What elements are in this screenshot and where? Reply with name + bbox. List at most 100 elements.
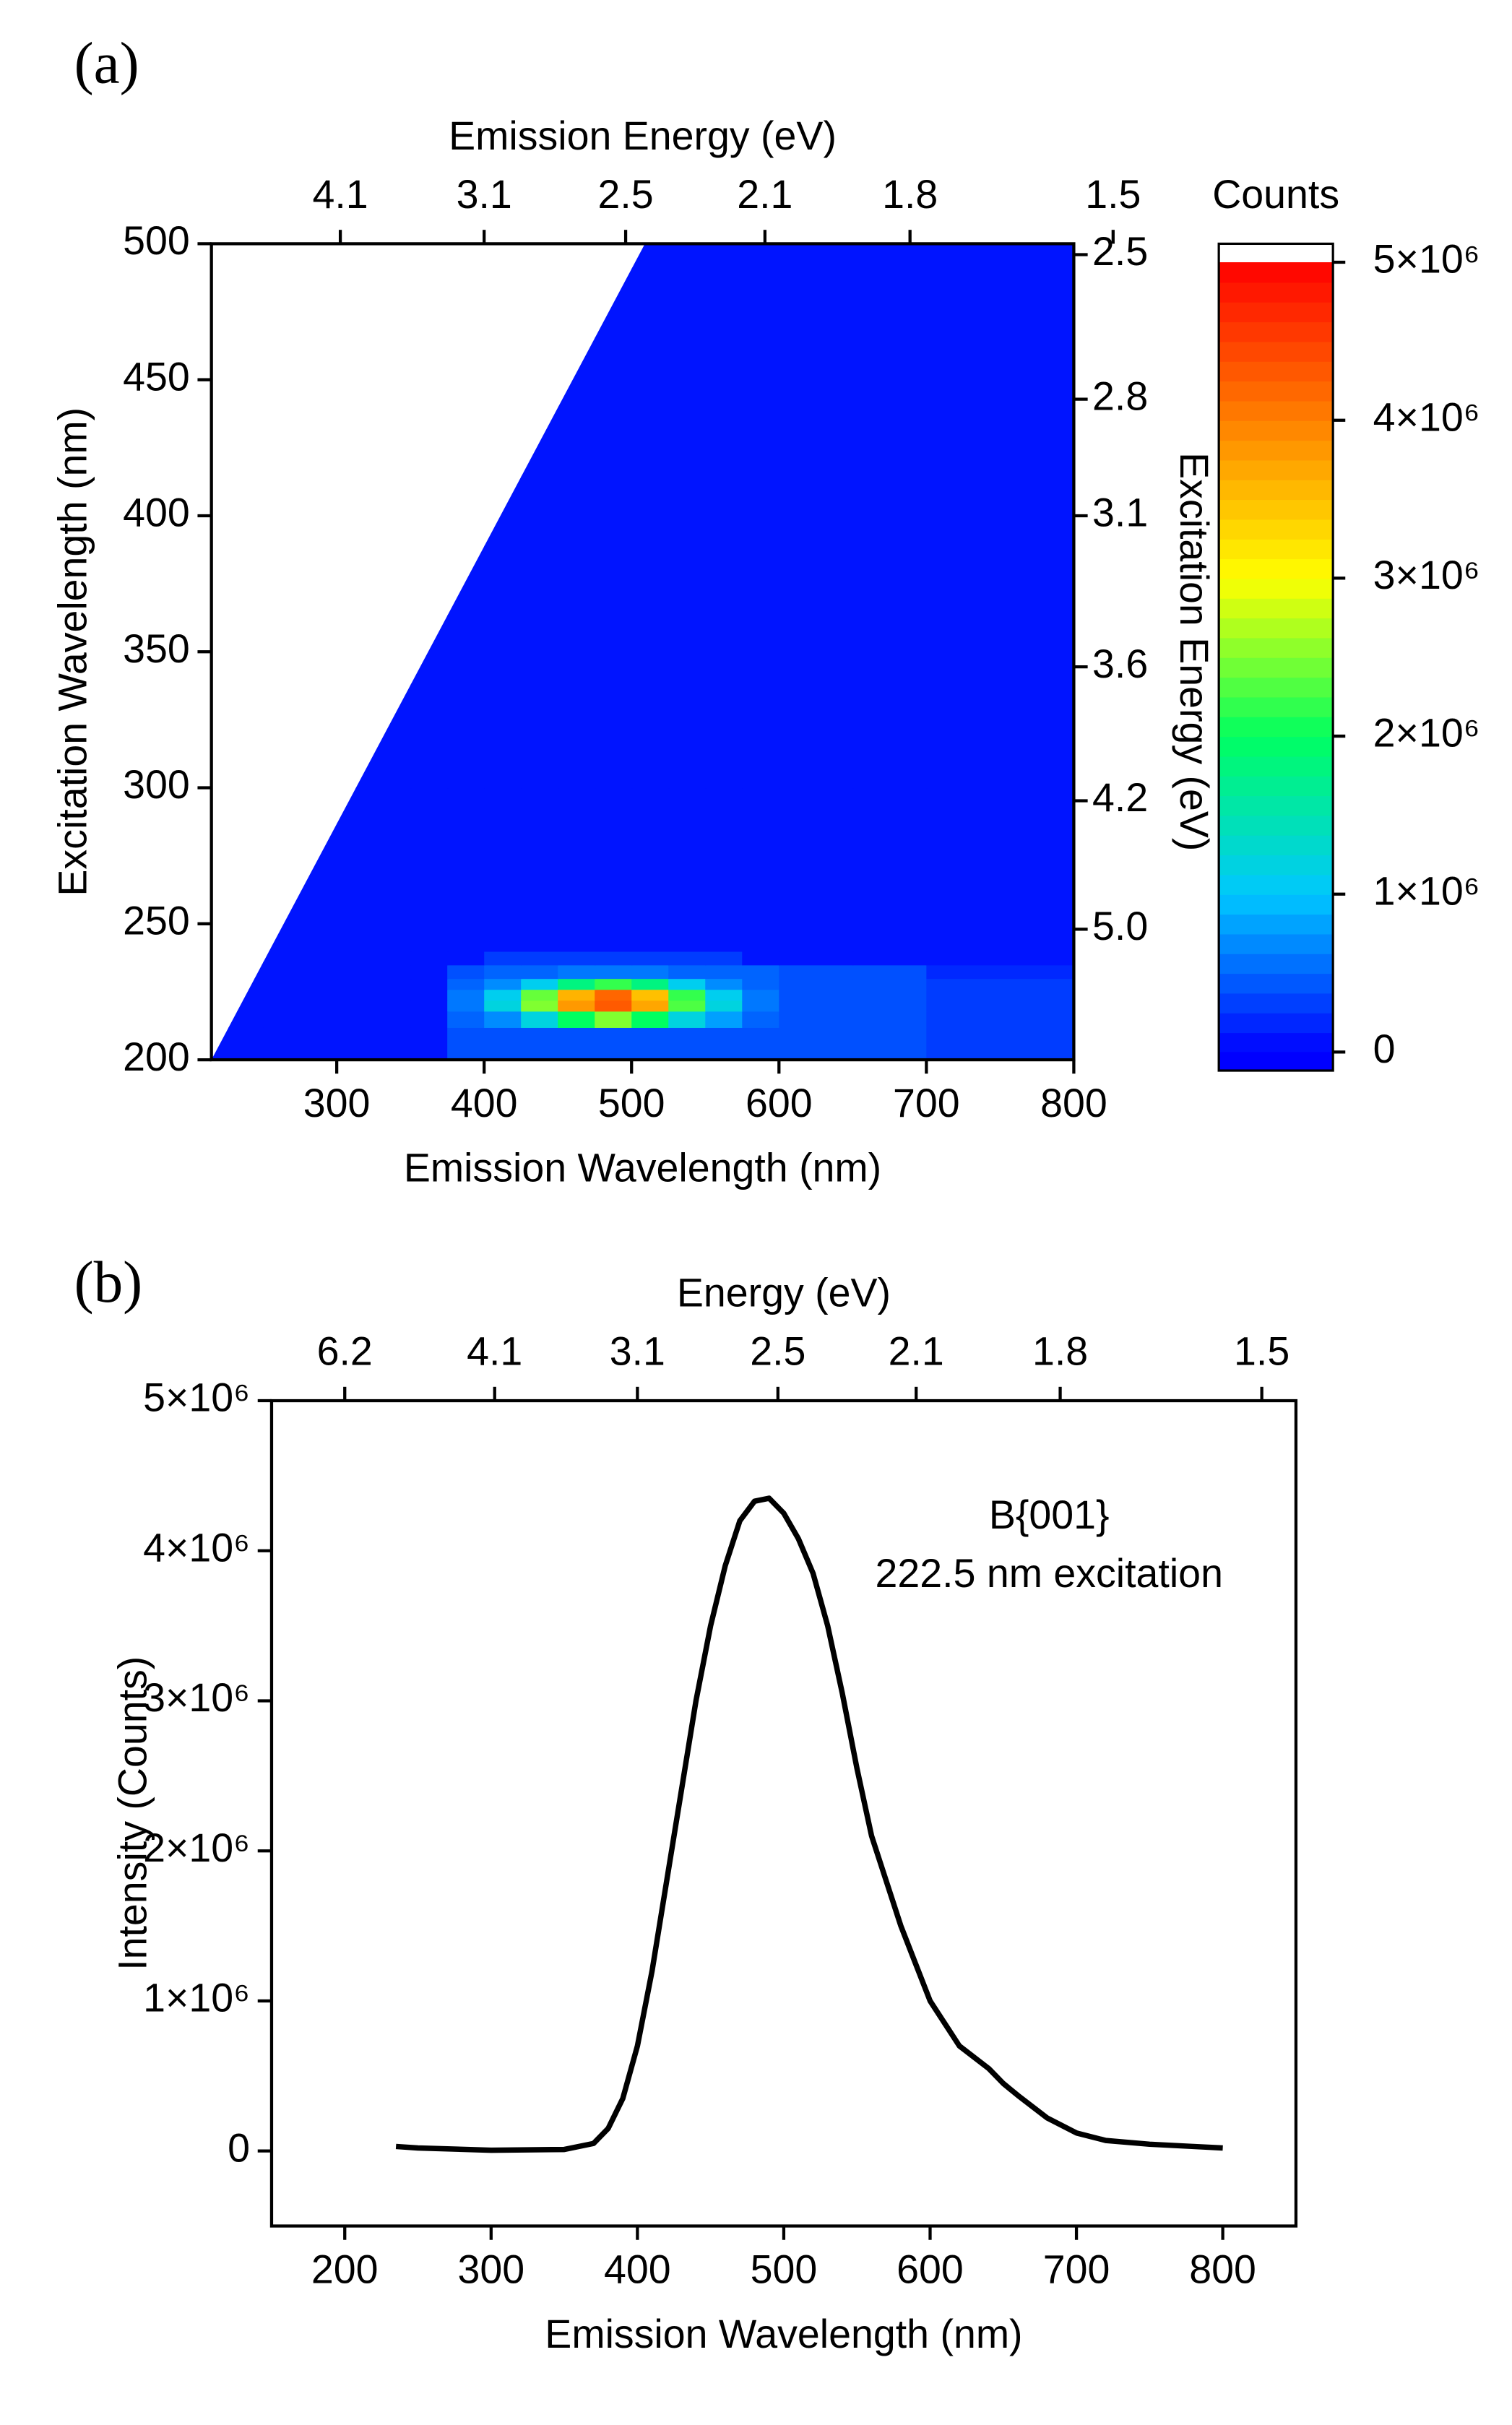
heat-cell bbox=[521, 1011, 559, 1028]
heat-cell bbox=[410, 1000, 449, 1012]
y-tick-label: 450 bbox=[123, 354, 190, 399]
heat-cell bbox=[779, 787, 854, 952]
heat-cell bbox=[484, 978, 522, 990]
y-tick-label: 0 bbox=[228, 2125, 250, 2170]
colorbar-band bbox=[1219, 1012, 1334, 1034]
heat-cell bbox=[595, 964, 633, 980]
heat-cell bbox=[631, 1011, 670, 1028]
heat-cell bbox=[852, 1011, 928, 1028]
colorbar-band bbox=[1219, 775, 1334, 797]
heat-cell bbox=[631, 989, 670, 1001]
colorbar-band bbox=[1219, 874, 1334, 895]
heat-cell bbox=[447, 1011, 485, 1028]
x2-tick-label: 1.5 bbox=[1085, 172, 1141, 217]
x2-tick-label: 1.8 bbox=[1032, 1329, 1088, 1374]
heatmap-cells bbox=[211, 243, 1074, 1060]
heat-cell bbox=[263, 1026, 338, 1060]
x-tick-label: 400 bbox=[604, 2247, 671, 2291]
panel-label: (a) bbox=[74, 31, 139, 96]
colorbar-band bbox=[1219, 262, 1334, 283]
heat-cell bbox=[742, 1011, 780, 1028]
colorbar-band bbox=[1219, 736, 1334, 757]
annotation: B{001} bbox=[989, 1492, 1110, 1537]
heat-cell bbox=[484, 989, 522, 1001]
colorbar-band bbox=[1219, 301, 1334, 323]
colorbar-band bbox=[1219, 479, 1334, 501]
colorbar-band bbox=[1219, 341, 1334, 362]
heat-cell bbox=[337, 1011, 412, 1028]
heat-cell bbox=[337, 964, 412, 980]
heat-cell bbox=[447, 787, 485, 952]
colorbar-band bbox=[1219, 716, 1334, 738]
colorbar-band bbox=[1219, 420, 1334, 441]
heat-cell bbox=[484, 787, 522, 952]
heat-cell bbox=[852, 978, 928, 990]
colorbar-band bbox=[1219, 459, 1334, 480]
heat-cell bbox=[852, 243, 928, 789]
heat-cell bbox=[705, 243, 743, 789]
colorbar-tick-label: 0 bbox=[1373, 1026, 1396, 1071]
heat-cell bbox=[779, 989, 854, 1001]
heat-cell bbox=[742, 243, 780, 789]
heat-cell bbox=[484, 1000, 522, 1012]
colorbar-band bbox=[1219, 440, 1334, 461]
heat-cell bbox=[447, 1000, 485, 1012]
colorbar-tick-label: 2×10⁶ bbox=[1373, 711, 1480, 756]
y2-tick-label: 3.6 bbox=[1092, 641, 1148, 686]
annotation: 222.5 nm excitation bbox=[876, 1551, 1223, 1596]
colorbar-band bbox=[1219, 894, 1334, 915]
heat-cell bbox=[410, 787, 449, 952]
colorbar-band bbox=[1219, 381, 1334, 402]
colorbar-frame bbox=[1217, 242, 1334, 1072]
heat-cell bbox=[558, 978, 596, 990]
heat-cell bbox=[852, 989, 928, 1001]
x-tick-label: 400 bbox=[451, 1081, 518, 1125]
colorbar-band bbox=[1219, 360, 1334, 382]
heat-cell bbox=[337, 787, 412, 952]
heat-cell bbox=[926, 787, 1074, 952]
colorbar-band bbox=[1219, 914, 1334, 935]
heat-cell bbox=[447, 989, 485, 1001]
colorbar-low bbox=[1219, 1052, 1334, 1071]
heat-cell bbox=[742, 787, 780, 952]
heat-cell bbox=[337, 1026, 412, 1060]
heat-cell bbox=[852, 964, 928, 980]
heat-cell bbox=[521, 1000, 559, 1012]
heat-cell bbox=[337, 1000, 412, 1012]
heat-cell bbox=[447, 978, 485, 990]
heat-cell bbox=[631, 243, 670, 789]
y-tick-label: 4×10⁶ bbox=[143, 1525, 250, 1570]
x-tick-label: 500 bbox=[598, 1081, 665, 1125]
heat-cell bbox=[521, 951, 559, 966]
x-tick-label: 800 bbox=[1189, 2247, 1256, 2291]
heat-cell bbox=[926, 951, 1074, 966]
heat-cell bbox=[668, 1000, 707, 1012]
heat-cell bbox=[779, 1011, 854, 1028]
heat-cell bbox=[521, 787, 559, 952]
panel-label: (b) bbox=[74, 1250, 143, 1315]
colorbar-band bbox=[1219, 993, 1334, 1013]
heat-cell bbox=[779, 1000, 854, 1012]
heat-cell bbox=[447, 964, 485, 980]
x2-tick-label: 4.1 bbox=[467, 1329, 522, 1374]
x2-tick-label: 2.5 bbox=[750, 1329, 805, 1374]
colorbar-tick-label: 5×10⁶ bbox=[1373, 237, 1480, 282]
y2-axis-title: Excitation Energy (eV) bbox=[1172, 452, 1217, 851]
y-tick-label: 200 bbox=[123, 1034, 190, 1079]
heat-cell bbox=[668, 243, 707, 789]
heat-cell bbox=[410, 1011, 449, 1028]
heat-cell bbox=[263, 1000, 338, 1012]
x2-axis-title: Energy (eV) bbox=[677, 1270, 891, 1315]
colorbar-band bbox=[1219, 519, 1334, 540]
colorbar-band bbox=[1219, 795, 1334, 816]
y-axis-title: Intensity (Counts) bbox=[111, 1656, 155, 1971]
heat-cell bbox=[595, 787, 633, 952]
heat-cell bbox=[705, 978, 743, 990]
colorbar-tick-label: 4×10⁶ bbox=[1373, 394, 1480, 439]
colorbar-band bbox=[1219, 677, 1334, 698]
y-tick-label: 300 bbox=[123, 762, 190, 807]
heat-cell bbox=[484, 951, 522, 966]
heat-cell bbox=[742, 989, 780, 1001]
colorbar-band bbox=[1219, 637, 1334, 658]
